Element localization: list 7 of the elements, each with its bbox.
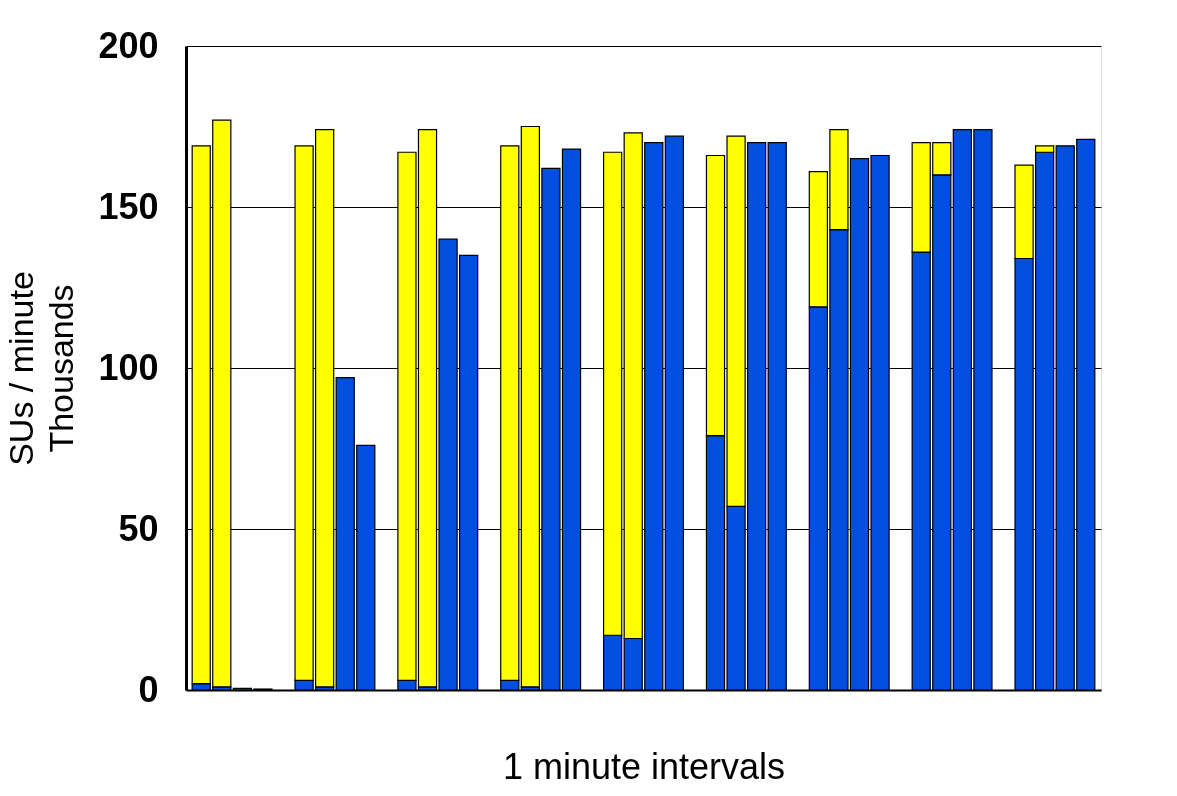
y-tick-label: 50 (118, 507, 159, 549)
x-axis-title: 1 minute intervals (502, 745, 786, 787)
y-tick-label: 200 (98, 24, 159, 66)
y-tick-label: 100 (98, 346, 159, 388)
y-tick-label: 150 (98, 185, 159, 227)
y-tick-label: 0 (138, 668, 159, 710)
y-axis-title: SUs / minute Thousands (2, 271, 81, 466)
